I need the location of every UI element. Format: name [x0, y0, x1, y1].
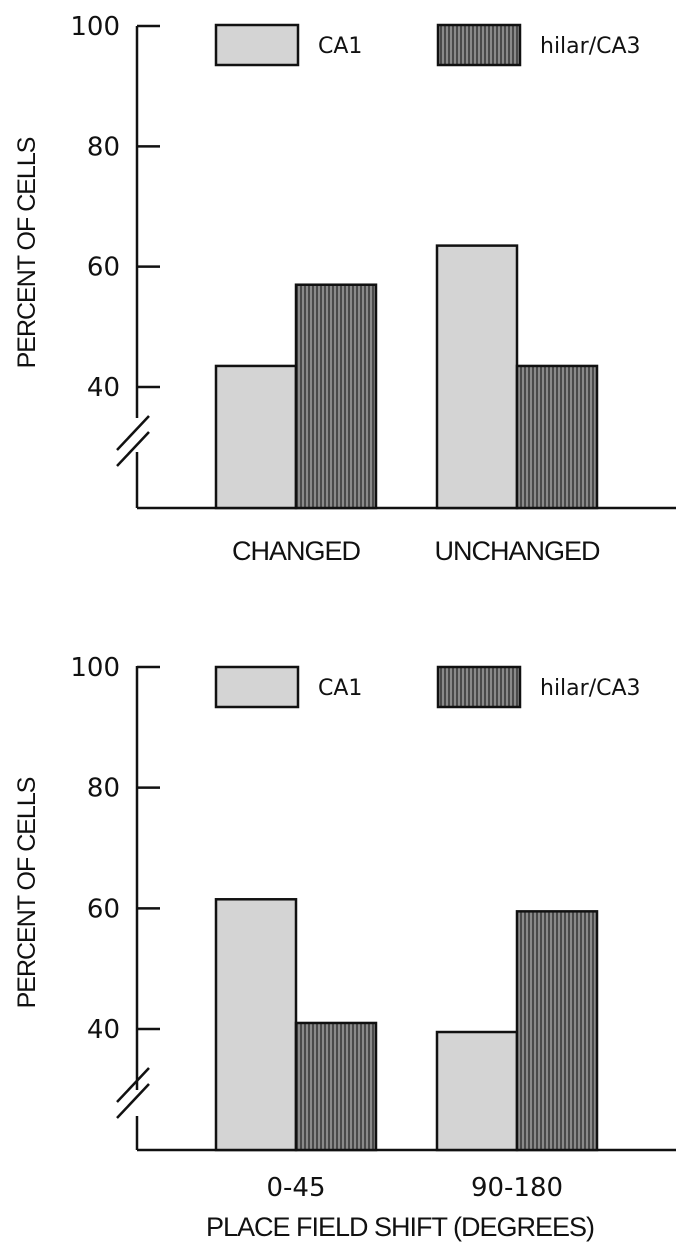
bottom-chart-panel: 40 60 80 100 0-45 90-180 PERCENT OF CELLS CA…	[13, 653, 676, 1242]
bottom-bars	[214, 898, 599, 1152]
bar-hilar-ca3-1	[294, 283, 378, 510]
y-tick-label: 60	[87, 894, 120, 924]
top-legend: CA1 hilar/CA3	[214, 23, 641, 67]
legend-label-ca1: CA1	[318, 676, 362, 701]
bottom-x-axis-title: PLACE FIELD SHIFT (DEGREES)	[206, 1212, 594, 1242]
legend-swatch-ca1	[214, 665, 300, 709]
bottom-y-ticks: 40 60 80 100	[70, 653, 160, 1045]
top-chart-panel: 40 60 80 100 CHANGED UNCHANGED PERCENT OF CE…	[13, 12, 676, 566]
legend-label-ca1: CA1	[318, 34, 362, 59]
y-tick-label: 80	[87, 774, 120, 804]
bar-hilar-ca3-1	[294, 1021, 378, 1152]
y-tick-label: 40	[87, 1015, 120, 1045]
bar-ca1-2	[435, 1030, 519, 1152]
y-tick-label: 80	[87, 132, 120, 162]
bottom-axis-break-mark	[116, 1067, 150, 1103]
legend-label-hilar-ca3: hilar/CA3	[540, 676, 641, 701]
top-category-labels: CHANGED UNCHANGED	[232, 536, 601, 566]
bar-hilar-ca3-2	[515, 910, 599, 1152]
y-tick-label: 60	[87, 253, 120, 283]
category-label: CHANGED	[232, 536, 361, 566]
bar-ca1-1	[214, 364, 298, 510]
legend-label-hilar-ca3: hilar/CA3	[540, 34, 641, 59]
y-tick-label: 40	[87, 373, 120, 403]
top-y-axis-title: PERCENT OF CELLS	[13, 137, 41, 368]
category-label: 0-45	[266, 1173, 325, 1203]
bar-ca1-2	[435, 244, 519, 510]
bar-hilar-ca3-2	[515, 364, 599, 510]
bottom-category-labels: 0-45 90-180	[266, 1173, 563, 1203]
bottom-y-axis-title: PERCENT OF CELLS	[13, 777, 41, 1008]
bar-ca1-1	[214, 898, 298, 1152]
legend-swatch-ca1	[214, 23, 300, 67]
category-label: UNCHANGED	[434, 536, 600, 566]
bottom-axis-break-mark	[116, 1083, 150, 1119]
top-axis-break-mark	[116, 415, 150, 451]
y-tick-label: 100	[70, 653, 120, 683]
legend-swatch-hilar-ca3	[436, 665, 522, 709]
bottom-legend: CA1 hilar/CA3	[214, 665, 641, 709]
y-tick-label: 100	[70, 12, 120, 42]
top-axis-break-mark	[116, 431, 150, 467]
top-bars	[214, 244, 599, 510]
category-label: 90-180	[471, 1173, 563, 1203]
legend-swatch-hilar-ca3	[436, 23, 522, 67]
top-y-ticks: 40 60 80 100	[70, 12, 160, 403]
